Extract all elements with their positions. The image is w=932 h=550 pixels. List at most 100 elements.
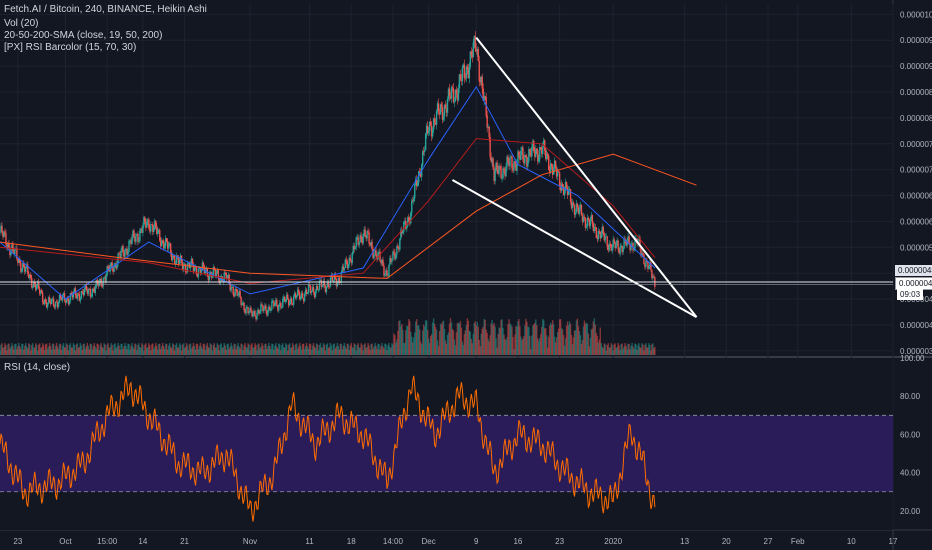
volume-bar bbox=[427, 338, 430, 355]
volume-bar bbox=[248, 344, 250, 355]
candle-body bbox=[397, 246, 399, 249]
volume-bar bbox=[266, 348, 268, 355]
volume-bar bbox=[497, 333, 499, 355]
volume-bar bbox=[61, 345, 64, 355]
candle-body bbox=[435, 111, 438, 125]
volume-bar bbox=[293, 350, 296, 355]
candle-body bbox=[562, 186, 565, 196]
candle-body bbox=[76, 293, 79, 299]
candle-body bbox=[648, 266, 650, 269]
candle-body bbox=[509, 157, 511, 167]
candle-body bbox=[144, 217, 146, 223]
volume-bar bbox=[262, 345, 264, 355]
volume-bar bbox=[574, 330, 577, 355]
candle-body bbox=[356, 237, 358, 239]
rsi-pane[interactable] bbox=[0, 358, 893, 530]
volume-bar bbox=[205, 345, 208, 355]
volume-bar bbox=[139, 347, 141, 355]
volume-bar bbox=[635, 344, 637, 355]
candle-body bbox=[480, 76, 482, 83]
candle-body bbox=[123, 253, 125, 257]
candle-body bbox=[341, 266, 344, 272]
volume-bar bbox=[349, 345, 351, 355]
volume-bar bbox=[60, 349, 63, 355]
volume-bar bbox=[324, 350, 327, 355]
volume-bar bbox=[279, 344, 281, 355]
candle-body bbox=[344, 259, 346, 269]
volume-bar bbox=[322, 343, 325, 355]
candle-body bbox=[568, 189, 571, 191]
volume-bar bbox=[189, 343, 192, 355]
candle-body bbox=[605, 236, 607, 238]
candle-body bbox=[361, 239, 363, 244]
volume-bar bbox=[137, 345, 139, 355]
candle-body bbox=[325, 287, 328, 292]
candle-body bbox=[203, 266, 206, 274]
candle-body bbox=[415, 179, 417, 185]
candle-body bbox=[69, 292, 72, 301]
candle-body bbox=[433, 118, 436, 123]
candle-body bbox=[592, 223, 595, 231]
candle-body bbox=[183, 264, 186, 266]
volume-bar bbox=[499, 328, 501, 355]
price-axis[interactable]: 0.00001000 0.00000950 0.00000900 0.00000850… bbox=[900, 10, 932, 355]
price-tick-label: 0.00000950 bbox=[900, 36, 932, 45]
volume-bar bbox=[333, 343, 336, 355]
volume-bar bbox=[227, 343, 229, 355]
candle-body bbox=[96, 279, 98, 284]
candle-body bbox=[81, 290, 84, 292]
candle-body bbox=[366, 231, 368, 239]
volume-bar bbox=[211, 350, 214, 355]
volume-bar bbox=[432, 318, 435, 355]
volume-bar bbox=[424, 320, 427, 355]
volume-bar bbox=[246, 347, 248, 355]
candle-body bbox=[181, 262, 184, 270]
volume-bar bbox=[175, 343, 178, 355]
volume-bar bbox=[306, 346, 309, 355]
candle-body bbox=[35, 284, 37, 290]
rsi-legend[interactable]: RSI (14, close) bbox=[4, 362, 71, 373]
candle-body bbox=[127, 251, 129, 255]
candle-body bbox=[414, 184, 416, 199]
candle-body bbox=[252, 313, 254, 317]
volume-bar bbox=[547, 347, 549, 355]
volume-bar bbox=[215, 347, 218, 355]
volume-bar bbox=[98, 350, 100, 355]
candle-body bbox=[184, 264, 187, 272]
rsi-barcolor-legend[interactable]: [PX] RSI Barcolor (15, 70, 30) bbox=[4, 42, 137, 53]
volume-bar bbox=[245, 347, 247, 355]
volume-bar bbox=[264, 343, 266, 355]
volume-bar bbox=[522, 338, 524, 355]
candle-body bbox=[500, 166, 502, 179]
candle-body bbox=[556, 171, 559, 177]
volume-bar bbox=[214, 347, 217, 355]
volume-bar bbox=[12, 345, 14, 355]
volume-bar bbox=[183, 347, 186, 355]
candle-body bbox=[310, 291, 313, 293]
time-axis[interactable]: 23 Oct 15:00 14 21 Nov 11 18 14:00 Dec 9 16 23 2020 13… bbox=[13, 537, 898, 546]
candle-body bbox=[454, 89, 457, 101]
candle-body bbox=[264, 305, 266, 309]
candle-body bbox=[570, 201, 573, 209]
candle-body bbox=[551, 166, 554, 175]
candle-body bbox=[138, 240, 140, 242]
candle-body bbox=[653, 276, 655, 278]
candle-body bbox=[385, 270, 387, 275]
volume-legend[interactable]: Vol (20) bbox=[4, 18, 39, 29]
volume-bar bbox=[327, 348, 330, 355]
sma-legend[interactable]: 20-50-200-SMA (close, 19, 50, 200) bbox=[4, 30, 163, 41]
volume-bar bbox=[78, 346, 81, 355]
volume-bar bbox=[591, 328, 594, 355]
volume-bar bbox=[161, 345, 163, 355]
volume-bar bbox=[197, 349, 200, 355]
volume-bar bbox=[595, 333, 598, 355]
candle-body bbox=[393, 251, 395, 253]
price-tick-label: 0.00000600 bbox=[900, 217, 932, 226]
candle-body bbox=[132, 230, 134, 238]
candle-body bbox=[472, 42, 474, 58]
candle-body bbox=[576, 203, 579, 208]
time-tick-label: 15:00 bbox=[97, 537, 118, 546]
candle-body bbox=[349, 257, 351, 262]
candle-body bbox=[564, 181, 567, 191]
